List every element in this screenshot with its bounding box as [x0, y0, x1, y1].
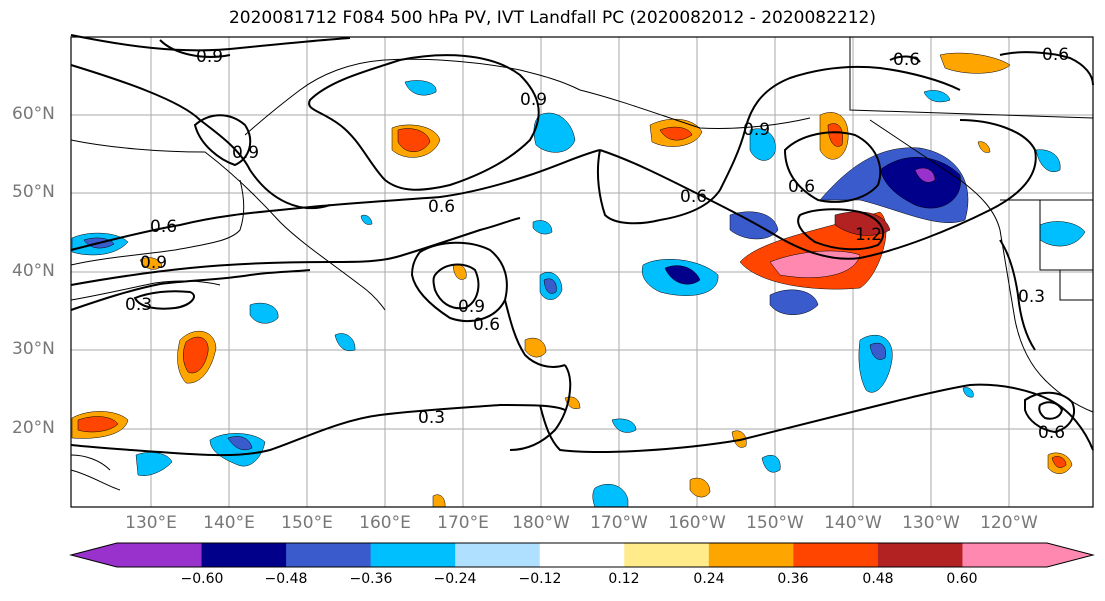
lat-label: 40°N	[12, 261, 55, 281]
contour-label: 0.9	[520, 90, 547, 110]
colorbar-extend-right	[1047, 543, 1093, 567]
colorbar-tick: 0.12	[608, 571, 640, 587]
contour-label: 0.9	[232, 143, 259, 163]
lon-label: 150°E	[281, 513, 333, 533]
contour-label: 0.9	[196, 47, 223, 67]
ivt-contours	[70, 34, 1094, 457]
contour-label: 0.9	[140, 253, 167, 273]
contour-label: 0.3	[418, 408, 445, 428]
colorbar	[69, 542, 1095, 568]
colorbar-swatch	[962, 543, 1048, 567]
map-frame	[70, 36, 1094, 508]
lon-label: 140°W	[824, 513, 882, 533]
colorbar-swatch	[539, 543, 625, 567]
lon-label: 130°E	[125, 513, 177, 533]
colorbar-tick: −0.36	[349, 571, 393, 587]
contour-label: 0.3	[125, 295, 152, 315]
colorbar-outline	[69, 542, 1095, 568]
contour-label: 0.6	[680, 187, 707, 207]
lat-label: 30°N	[12, 339, 55, 359]
lon-label: 120°W	[980, 513, 1038, 533]
colorbar-swatch	[793, 543, 879, 567]
pv-shading	[71, 52, 1086, 508]
lat-label: 20°N	[12, 418, 55, 438]
colorbar-swatch	[708, 543, 794, 567]
colorbar-tick: −0.24	[433, 571, 477, 587]
colorbar-extend-left	[71, 543, 117, 567]
contour-label: 1.2	[855, 225, 882, 245]
contour-label: 0.3	[1018, 287, 1045, 307]
lon-label: 160°E	[359, 513, 411, 533]
lon-label: 130°W	[902, 513, 960, 533]
contour-label: 0.6	[473, 315, 500, 335]
map-panel: 0.9 0.9 0.9 0.6 0.6 0.9 0.9 0.6 0.6 0.3 …	[70, 34, 1094, 508]
colorbar-swatch	[877, 543, 963, 567]
contour-label: 0.9	[743, 120, 770, 140]
lon-label: 170°E	[437, 513, 489, 533]
lon-label: 170°W	[590, 513, 648, 533]
colorbar-tick: 0.24	[693, 571, 725, 587]
colorbar-tick: 0.48	[862, 571, 894, 587]
lat-label: 50°N	[12, 182, 55, 202]
colorbar-tick: 0.36	[777, 571, 809, 587]
colorbar-swatch	[624, 543, 710, 567]
contour-label: 0.6	[893, 50, 920, 70]
colorbar-swatch	[201, 543, 287, 567]
lat-label: 60°N	[12, 104, 55, 124]
lon-label: 150°W	[746, 513, 804, 533]
colorbar-tick: −0.60	[180, 571, 224, 587]
colorbar-tick: 0.60	[946, 571, 978, 587]
contour-label: 0.6	[788, 177, 815, 197]
lon-label: 180°W	[512, 513, 570, 533]
contour-label: 0.6	[1042, 45, 1069, 65]
contour-label: 0.6	[150, 217, 177, 237]
colorbar-swatch	[117, 543, 203, 567]
contour-labels: 0.9 0.9 0.9 0.6 0.6 0.9 0.9 0.6 0.6 0.3 …	[125, 45, 1069, 443]
contour-label: 0.6	[1038, 423, 1065, 443]
lon-label: 140°E	[203, 513, 255, 533]
colorbar-tick: −0.12	[518, 571, 562, 587]
coastlines	[70, 37, 1094, 491]
lon-label: 160°W	[668, 513, 726, 533]
contour-label: 0.6	[428, 197, 455, 217]
colorbar-swatch	[286, 543, 372, 567]
colorbar-swatch	[455, 543, 541, 567]
map-title: 2020081712 F084 500 hPa PV, IVT Landfall…	[228, 8, 876, 28]
colorbar-swatch	[370, 543, 456, 567]
contour-label: 0.9	[458, 297, 485, 317]
colorbar-tick: −0.48	[264, 571, 308, 587]
